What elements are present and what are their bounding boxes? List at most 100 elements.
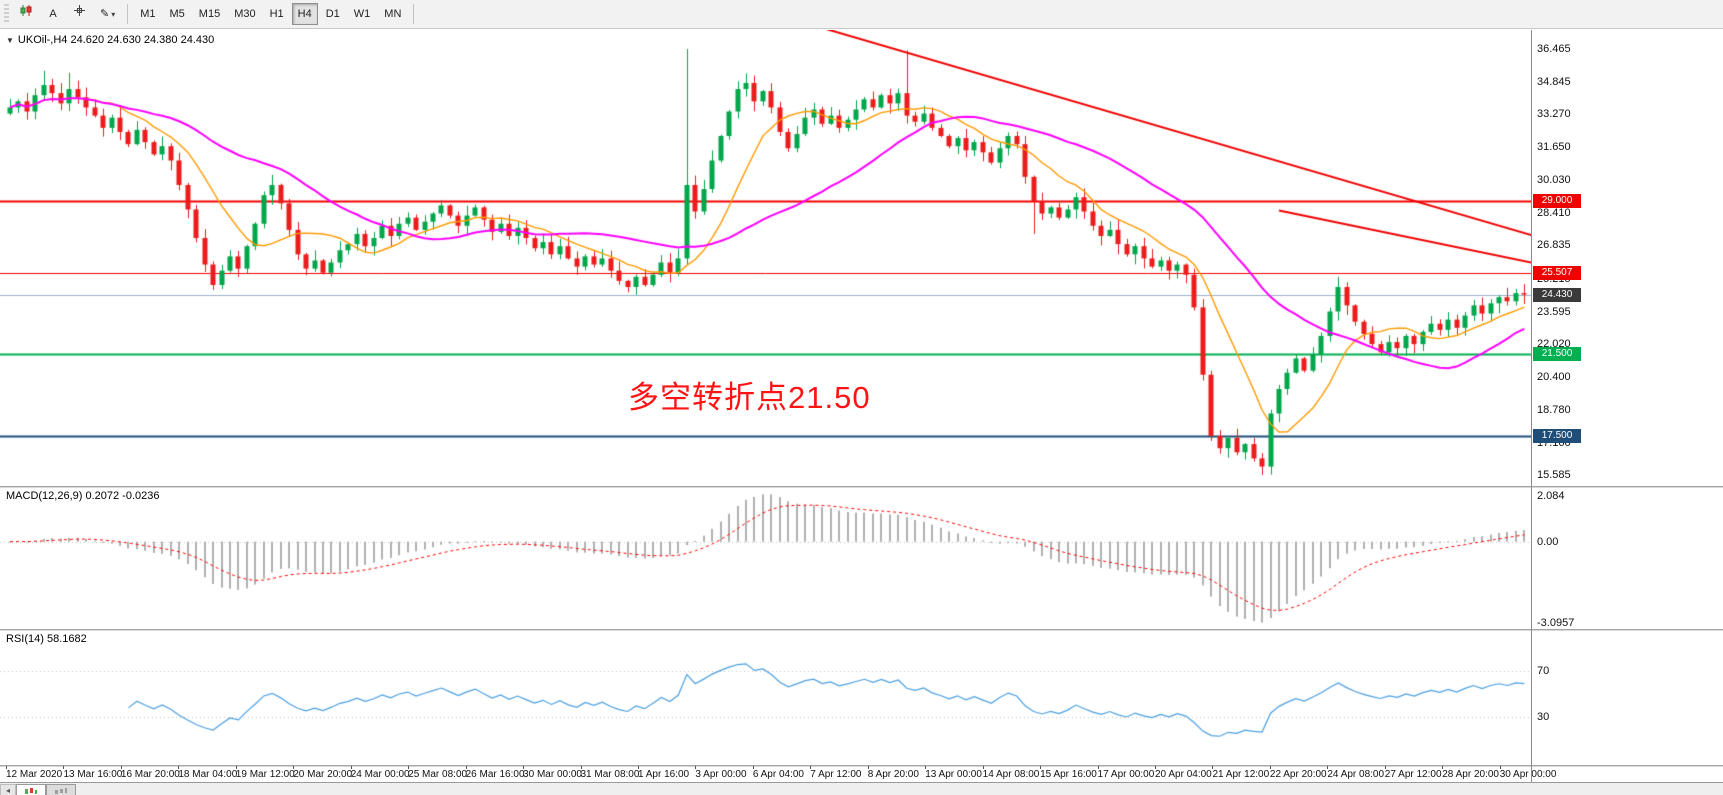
price-tick-label: 31.650 (1537, 141, 1571, 154)
time-label: 20 Mar 20:00 (293, 769, 353, 780)
time-label: 27 Apr 12:00 (1384, 769, 1442, 780)
timeframe-button-W1[interactable]: W1 (348, 3, 377, 25)
time-tick (1327, 766, 1329, 769)
time-tick (523, 766, 525, 769)
time-tick (1040, 766, 1042, 769)
price-tick-label: 18.780 (1537, 403, 1571, 416)
toolbar-grip[interactable] (4, 4, 9, 24)
time-label: 3 Apr 00:00 (695, 769, 747, 780)
time-label: 31 Mar 08:00 (580, 769, 640, 780)
indicator-tick-label: 70 (1537, 665, 1550, 678)
timeframe-button-H4[interactable]: H4 (291, 3, 318, 25)
toolbar-separator (413, 4, 415, 24)
price-tick-label: 36.465 (1537, 43, 1571, 55)
time-label: 21 Apr 12:00 (1212, 769, 1270, 780)
time-tick (580, 766, 582, 769)
chart-tab-2[interactable] (46, 784, 76, 795)
price-tick-label: 20.400 (1537, 370, 1571, 383)
panel-resize-handle[interactable] (0, 629, 1723, 631)
indicator-tick-label: -3.0957 (1537, 617, 1575, 629)
chart-title: ▼ UKOil-,H4 24.620 24.630 24.380 24.430 (6, 34, 214, 46)
time-tick (235, 766, 237, 769)
price-tick-label: 30.030 (1537, 174, 1571, 187)
time-tick (752, 766, 754, 769)
timeframe-button-M5[interactable]: M5 (164, 3, 191, 25)
price-badge: 21.500 (1533, 347, 1581, 362)
toolbar-separator (127, 4, 129, 24)
time-label: 22 Apr 20:00 (1269, 769, 1327, 780)
chart-type-button[interactable] (14, 3, 39, 25)
time-tick (867, 766, 869, 769)
time-tick (465, 766, 467, 769)
chart-tab-1[interactable] (16, 784, 46, 795)
price-tick-label: 15.585 (1537, 469, 1571, 481)
time-tick (6, 766, 7, 769)
time-label: 30 Apr 00:00 (1499, 769, 1557, 780)
crosshair-button[interactable] (67, 3, 92, 25)
time-label: 19 Mar 12:00 (235, 769, 295, 780)
tab-scroll-left-button[interactable]: ◂ (0, 784, 16, 795)
time-label: 15 Apr 16:00 (1040, 769, 1097, 780)
time-label: 24 Mar 00:00 (350, 769, 410, 780)
annotation-text: 多空转折点21.50 (628, 380, 871, 415)
timeframe-button-M15[interactable]: M15 (193, 3, 226, 25)
time-label: 12 Mar 2020 (6, 769, 63, 780)
indicator-tick-label: 0.00 (1537, 535, 1559, 548)
chart-title-text: UKOil-,H4 24.620 24.630 24.380 24.430 (17, 34, 215, 46)
timeframe-button-MN[interactable]: MN (378, 3, 407, 25)
time-label: 16 Mar 20:00 (120, 769, 180, 780)
time-tick (408, 766, 410, 769)
time-label: 28 Apr 20:00 (1442, 769, 1499, 780)
time-tick (810, 766, 812, 769)
timeframe-button-M1[interactable]: M1 (134, 3, 161, 25)
price-tick-label: 33.270 (1537, 108, 1571, 121)
time-tick (120, 766, 122, 769)
timeframe-button-M30[interactable]: M30 (228, 3, 261, 25)
timeframe-button-D1[interactable]: D1 (320, 3, 346, 25)
time-label: 6 Apr 04:00 (752, 769, 804, 780)
price-tick-label: 28.410 (1537, 207, 1571, 220)
panel-resize-handle[interactable] (0, 486, 1723, 488)
time-tick (63, 766, 65, 769)
chart-tab-bar: ◂ (0, 782, 1723, 795)
time-label: 24 Apr 08:00 (1327, 769, 1385, 780)
collapse-triangle-icon[interactable]: ▼ (6, 36, 14, 45)
draw-tools-dropdown[interactable]: ✎ ▾ (94, 3, 121, 25)
time-tick (178, 766, 180, 769)
indicator-tick-label: 2.084 (1537, 490, 1565, 502)
candlestick-icon (20, 5, 32, 16)
time-tick (1384, 766, 1386, 769)
pencil-icon: ✎ (100, 8, 110, 20)
time-tick (1212, 766, 1214, 769)
time-label: 14 Apr 08:00 (982, 769, 1040, 780)
timeframe-group: M1 M5 M15 M30 H1 H4 D1 W1 MN (133, 3, 408, 25)
axis-border (1531, 30, 1532, 782)
crosshair-icon (74, 5, 85, 16)
timeframe-button-H1[interactable]: H1 (264, 3, 290, 25)
rsi-canvas[interactable] (0, 631, 1531, 765)
candlestick-icon (25, 787, 37, 794)
time-tick (637, 766, 639, 769)
macd-label: MACD(12,26,9) 0.2072 -0.0236 (6, 490, 160, 502)
text-tool-button[interactable]: A (41, 3, 65, 25)
time-label: 1 Apr 16:00 (637, 769, 690, 780)
time-label: 30 Mar 00:00 (523, 769, 582, 780)
price-tick-label: 23.595 (1537, 305, 1571, 318)
price-badge: 17.500 (1533, 428, 1581, 443)
time-tick (925, 766, 927, 769)
main-chart-canvas[interactable] (0, 30, 1531, 486)
time-tick (1097, 766, 1099, 769)
time-axis-separator (0, 765, 1723, 767)
time-tick (293, 766, 295, 769)
price-badge: 25.507 (1533, 265, 1581, 280)
time-tick (1499, 766, 1501, 769)
time-label: 7 Apr 12:00 (810, 769, 862, 780)
time-label: 20 Apr 04:00 (1155, 769, 1212, 780)
macd-canvas[interactable] (0, 488, 1531, 629)
time-label: 26 Mar 16:00 (465, 769, 525, 780)
time-tick (695, 766, 697, 769)
time-tick (350, 766, 352, 769)
toolbar: A ✎ ▾ M1 M5 M15 M30 H1 H4 D1 W1 MN (0, 0, 1723, 29)
time-tick (1269, 766, 1271, 769)
